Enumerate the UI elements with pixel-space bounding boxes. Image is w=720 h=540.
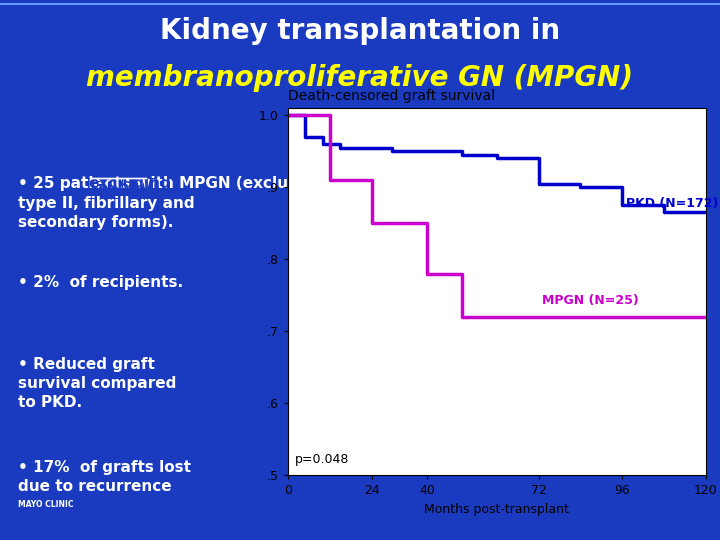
Text: Death-censored graft survival: Death-censored graft survival	[288, 89, 495, 103]
Text: membranoproliferative GN (MPGN): membranoproliferative GN (MPGN)	[86, 64, 634, 92]
Text: p=0.048: p=0.048	[295, 453, 349, 466]
Text: Kidney transplantation in: Kidney transplantation in	[160, 17, 560, 45]
Text: • 25 patients with MPGN (excluding
type II, fibrillary and
secondary forms).: • 25 patients with MPGN (excluding type …	[18, 177, 325, 230]
Text: excluding: excluding	[88, 177, 171, 192]
Text: • Reduced graft
survival compared
to PKD.: • Reduced graft survival compared to PKD…	[18, 357, 176, 410]
Text: • 17%  of grafts lost
due to recurrence: • 17% of grafts lost due to recurrence	[18, 460, 191, 494]
Text: MAYO CLINIC: MAYO CLINIC	[18, 500, 73, 509]
Text: • 2%  of recipients.: • 2% of recipients.	[18, 275, 184, 290]
Text: MPGN (N=25): MPGN (N=25)	[542, 294, 639, 307]
X-axis label: Months post-transplant: Months post-transplant	[424, 503, 570, 516]
Text: PKD (N=172): PKD (N=172)	[626, 197, 718, 210]
